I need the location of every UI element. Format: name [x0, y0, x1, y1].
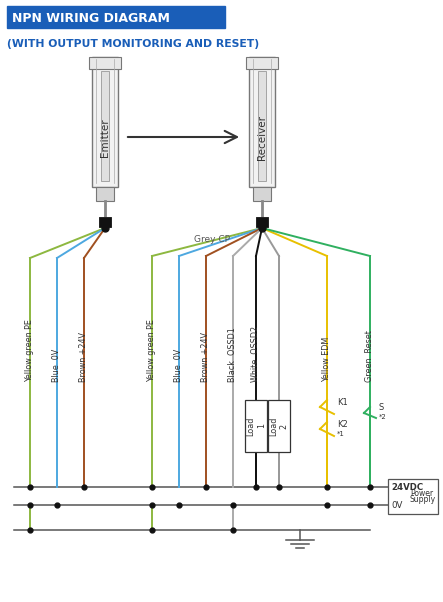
Bar [7, 6, 225, 28]
Bar [258, 71, 266, 181]
Text: White  OSSD2: White OSSD2 [252, 326, 260, 382]
Text: Load
1: Load 1 [246, 417, 266, 436]
Text: Blue  0V: Blue 0V [175, 349, 183, 382]
Text: Emitter: Emitter [100, 119, 110, 157]
Bar [256, 217, 268, 227]
Bar [101, 71, 109, 181]
Text: *1: *1 [337, 431, 345, 437]
Bar [246, 57, 278, 69]
Bar [388, 479, 438, 514]
Text: Power: Power [410, 488, 433, 497]
Text: Brown +24V: Brown +24V [202, 332, 210, 382]
Bar [253, 187, 271, 201]
Text: K1: K1 [337, 398, 348, 407]
Bar [268, 400, 290, 452]
Text: *2: *2 [379, 414, 387, 420]
Text: Yellow EDM: Yellow EDM [323, 337, 331, 382]
Bar [89, 57, 121, 69]
Text: (WITH OUTPUT MONITORING AND RESET): (WITH OUTPUT MONITORING AND RESET) [7, 39, 259, 49]
Bar [92, 57, 118, 187]
Text: Grey CP: Grey CP [194, 235, 230, 244]
Text: Load
2: Load 2 [269, 417, 289, 436]
Text: K2: K2 [337, 420, 348, 429]
Text: Green  Reset: Green Reset [365, 330, 374, 382]
Bar [245, 400, 267, 452]
Text: 24VDC: 24VDC [391, 482, 423, 491]
Bar [99, 217, 111, 227]
Text: Yellow green PE: Yellow green PE [26, 319, 35, 382]
Text: Supply: Supply [410, 495, 436, 504]
Text: Brown +24V: Brown +24V [79, 332, 89, 382]
Text: Blue  0V: Blue 0V [53, 349, 62, 382]
Text: Receiver: Receiver [257, 116, 267, 161]
Text: Yellow green PE: Yellow green PE [148, 319, 156, 382]
Text: S: S [379, 403, 384, 412]
Text: NPN WIRING DIAGRAM: NPN WIRING DIAGRAM [12, 11, 170, 25]
Bar [96, 187, 114, 201]
Text: 0V: 0V [391, 501, 402, 510]
Text: Black  OSSD1: Black OSSD1 [229, 327, 237, 382]
Bar [249, 57, 275, 187]
